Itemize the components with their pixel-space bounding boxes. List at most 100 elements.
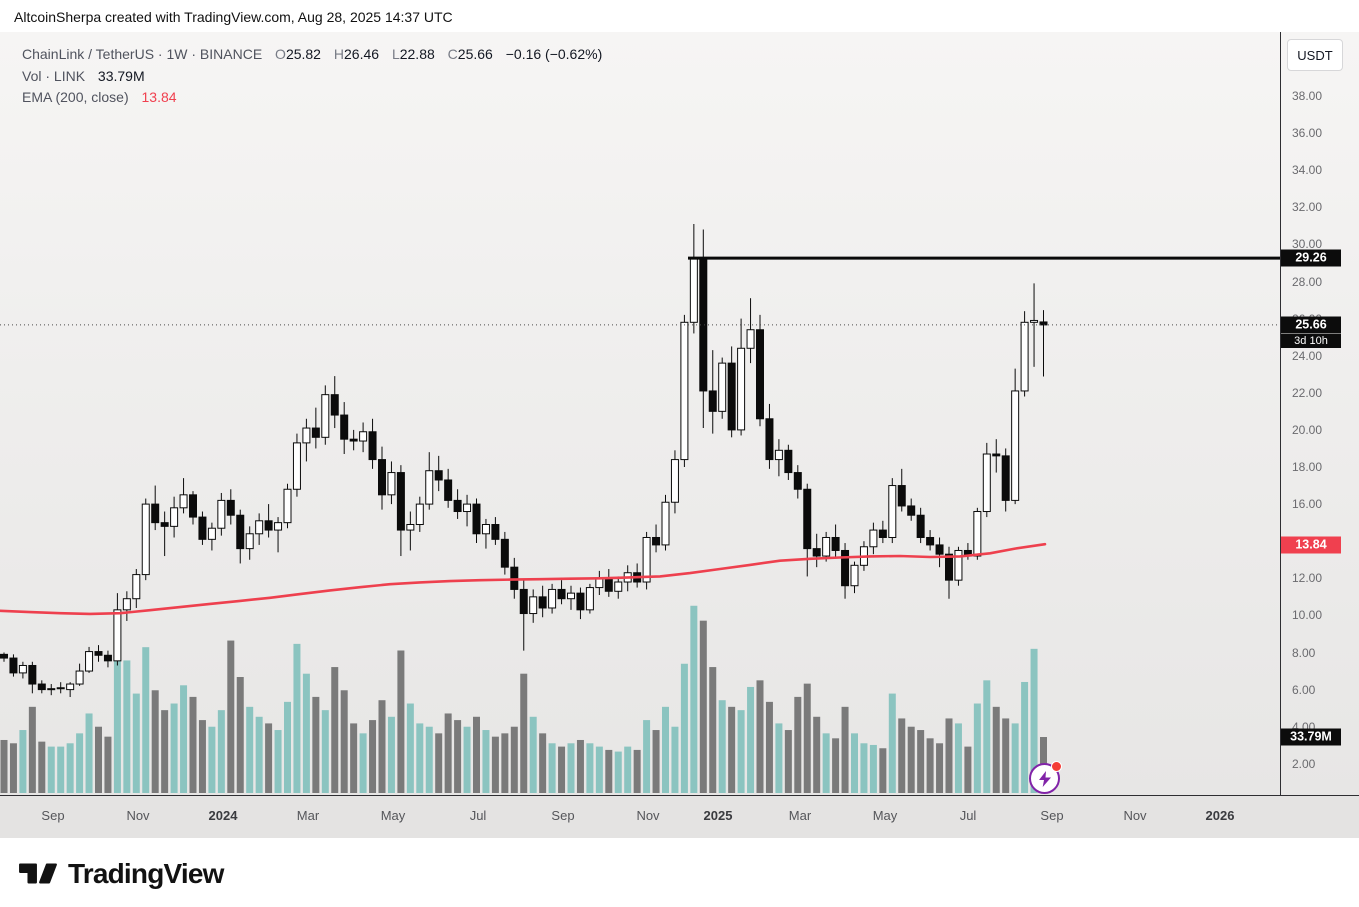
candle-down [756,329,764,420]
ema-price-label: 13.84 [1281,536,1341,554]
volume-bar [463,726,471,793]
time-axis-month-label: Sep [41,808,65,823]
volume-bar [822,733,830,793]
candle-up [850,564,859,587]
candle-down [812,548,821,557]
candle-down [519,588,528,615]
candle-up [888,485,897,538]
volume-bar [1030,648,1038,793]
volume-bar [633,749,641,793]
volume-bar [208,726,216,793]
volume-bar [246,706,254,793]
candle-up [954,549,963,581]
price-axis-tick: 38.00 [1292,89,1323,103]
volume-legend[interactable]: Vol · LINK 33.79M [22,68,145,84]
volume-bar [28,706,36,793]
price-scale[interactable]: 38.0036.0034.0032.0030.0028.0026.0024.00… [1281,32,1359,795]
time-axis-month-label: May [380,808,406,823]
volume-bar [747,686,755,793]
price-axis-tick: 24.00 [1292,348,1323,363]
publisher-badge[interactable] [1029,761,1062,795]
volume-bar [936,743,944,793]
candle-down [992,453,1001,457]
candle-up [113,609,122,662]
volume-bar [1021,681,1029,793]
volume-bar [454,720,462,793]
tradingview-footer[interactable]: TradingView [18,852,224,896]
candle-up [869,529,878,548]
volume-bar [576,739,584,793]
candle-down [444,479,453,501]
volume-bar [274,730,282,793]
volume-bar [321,710,329,793]
candle-up [463,503,472,513]
candle-down [841,549,850,587]
candle-up [321,394,330,438]
volume-bar [302,673,310,793]
price-axis-separator [1280,32,1281,836]
ema-legend[interactable]: EMA (200, close) 13.84 [22,89,177,105]
candle-down [907,505,916,516]
volume-bar [387,716,395,793]
candle-up [689,257,698,323]
volume-bar [151,690,159,793]
volume-bar [690,605,698,793]
time-axis-separator [0,795,1359,796]
volume-bar [85,713,93,793]
volume-bar [709,667,717,793]
time-scale[interactable]: Sep Nov 2024 Mar May Jul Sep Nov 2025 Mar May Jul Se… [0,796,1359,838]
candle-up [179,494,188,509]
volume-bar [595,746,603,793]
attribution-text: AltcoinSherpa created with TradingView.c… [14,9,453,25]
time-axis-month-label: Mar [296,808,320,823]
price-axis-tick: 12.00 [1292,571,1323,586]
volume-bar [501,733,509,793]
volume-bar [284,701,291,793]
candle-up [132,574,141,600]
candle-down [330,394,339,416]
volume-bar [350,723,358,793]
tradingview-logo-icon [19,863,57,884]
candle-down [1001,455,1010,501]
volume-bar [444,713,452,793]
volume-bar [227,640,235,793]
time-axis-month-label: May [872,808,898,823]
currency-button[interactable]: USDT [1287,39,1343,71]
candle-up [595,577,604,589]
volume-bar [217,710,225,793]
candle-down [803,488,812,550]
volume-bar [784,730,792,793]
resistance-price-label: 29.26 [1281,249,1341,267]
candle-down [935,544,944,555]
volume-bar [435,733,443,793]
volume-bar [671,726,679,793]
volume-bar [926,738,934,793]
volume-bar [954,723,962,793]
candle-down [396,472,405,531]
candle-down [28,664,37,685]
volume-bar [406,703,414,793]
volume-bar [0,739,8,793]
volume-bar [803,683,811,793]
candle-down [878,529,887,538]
time-axis-month-label: Nov [1123,808,1147,823]
volume-value-label: 33.79M [1281,728,1341,746]
time-axis-year-label: 2026 [1205,808,1235,823]
candle-down [727,362,736,431]
candle-up [66,683,75,691]
volume-bar [917,730,925,793]
volume-bar [359,733,367,793]
candle-down [897,485,906,507]
candle-up [548,588,557,609]
volume-bar [9,743,17,793]
candle-up [746,329,755,349]
volume-bar [95,726,102,793]
price-pane[interactable] [0,32,1280,795]
symbol-legend[interactable]: ChainLink / TetherUS · 1W · BINANCE O25.… [22,46,602,62]
volume-bar [132,693,140,793]
time-axis-year-label: 2025 [703,808,733,823]
candle-up [718,362,727,412]
last-price-label: 25.66 [1281,316,1341,334]
candle-down [378,459,386,496]
low-value: 22.88 [399,46,435,62]
